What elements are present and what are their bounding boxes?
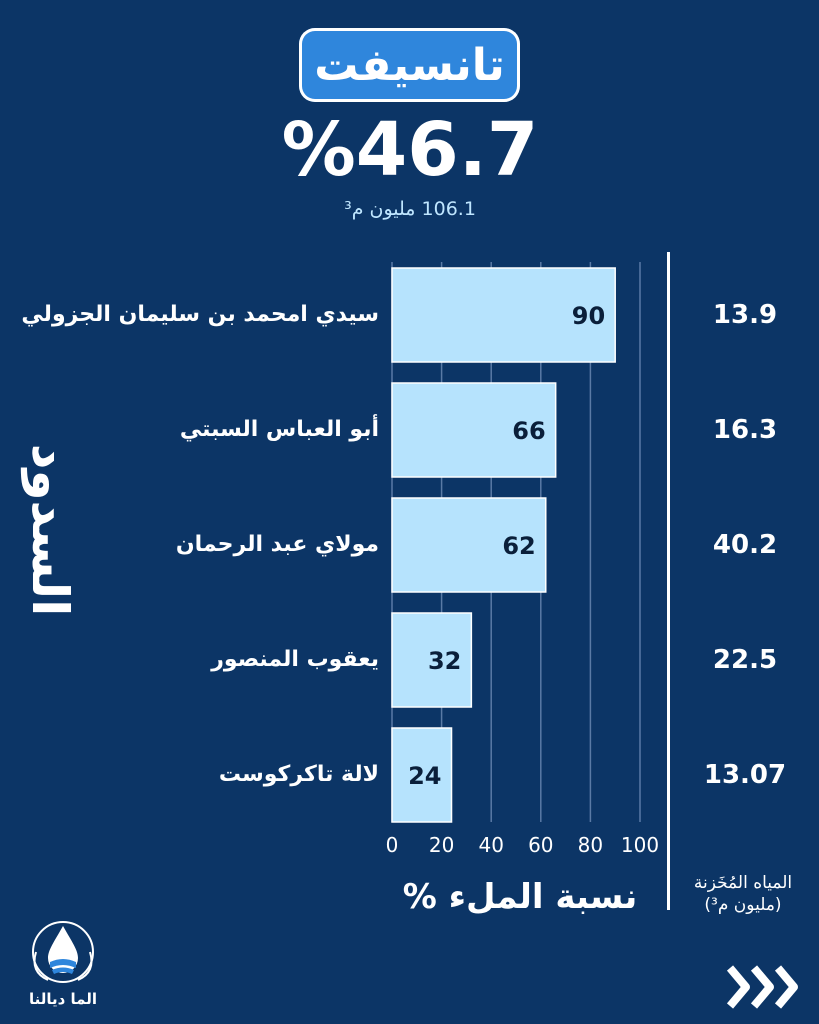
stored-label-line2: (مليون م³) (704, 895, 782, 915)
bar-value-label-3: 62 (502, 532, 535, 560)
x-tick-label-20: 20 (429, 833, 454, 857)
stored-volume-2: 16.3 (712, 415, 778, 445)
bar-3 (391, 497, 547, 593)
dam-name-5: لالة تاكركوست (218, 762, 379, 787)
dam-name-1: سيدي امحمد بن سليمان الجزولي (21, 302, 379, 327)
x-tick-label-60: 60 (528, 833, 553, 857)
stored-label-line1: المياه المُخَزنة (693, 873, 793, 893)
dam-name-3: مولاي عبد الرحمان (175, 532, 379, 557)
bar-1 (391, 267, 616, 363)
total-fill-percent: %46.7 (281, 107, 539, 193)
dam-name-4: يعقوب المنصور (211, 647, 379, 672)
total-stored-volume: 106.1 مليون م³ (344, 198, 476, 220)
x-tick-label-40: 40 (478, 833, 503, 857)
x-axis-label: نسبة الملء % (402, 877, 638, 917)
bar-value-label-5: 24 (408, 762, 441, 790)
bar-5 (391, 727, 453, 823)
x-tick-label-80: 80 (578, 833, 603, 857)
logo-text: الما ديالنا (28, 990, 98, 1008)
stored-volume-5: 13.07 (703, 760, 787, 790)
region-badge: تانسيفت (299, 28, 520, 102)
triple-chevron-right-icon[interactable] (724, 960, 806, 1014)
region-name: تانسيفت (314, 39, 505, 91)
stored-volume-3: 40.2 (712, 530, 778, 560)
x-tick-label-100: 100 (621, 833, 659, 857)
water-drop-logo-icon (32, 921, 94, 983)
bar-2 (391, 382, 557, 478)
dam-name-2: أبو العباس السبتي (179, 417, 379, 442)
bar-4 (391, 612, 473, 708)
bar-value-label-4: 32 (428, 647, 461, 675)
stored-volume-1: 13.9 (712, 300, 778, 330)
stored-volume-4: 22.5 (712, 645, 778, 675)
x-tick-label-0: 0 (386, 833, 399, 857)
bar-value-label-2: 66 (512, 417, 545, 445)
bar-value-label-1: 90 (572, 302, 605, 330)
column-divider (667, 252, 670, 910)
stored-column-label: المياه المُخَزنة (مليون م³) (678, 872, 808, 916)
